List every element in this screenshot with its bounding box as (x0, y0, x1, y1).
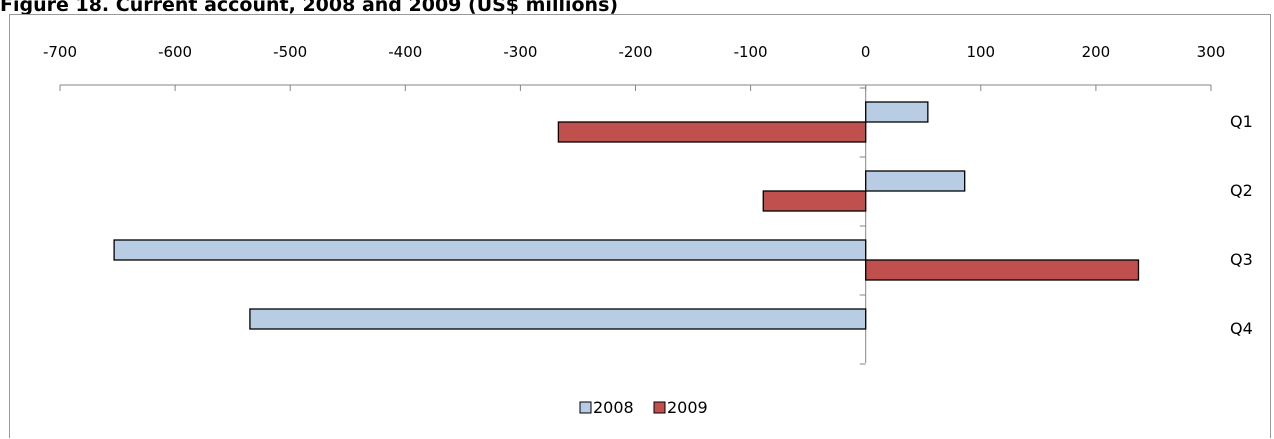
x-tick-label: -400 (388, 43, 422, 61)
bars (113, 101, 1140, 330)
chart-title: Figure 18. Current account, 2008 and 200… (0, 0, 619, 16)
x-tick-label: 300 (1197, 43, 1226, 61)
category-label: Q1 (1230, 112, 1253, 131)
category-label: Q3 (1230, 250, 1253, 269)
x-tick-label: -300 (503, 43, 537, 61)
bar-2008-Q4 (249, 308, 867, 330)
category-label: Q2 (1230, 181, 1253, 200)
x-tick-label: -100 (734, 43, 768, 61)
bar-2008-Q1 (865, 101, 929, 123)
legend-swatch (579, 401, 592, 414)
legend-label: 2008 (593, 398, 634, 417)
x-tick-label: 200 (1082, 43, 1111, 61)
bar-2009-Q2 (762, 190, 867, 212)
x-tick-label: 0 (861, 43, 871, 61)
legend-swatch (653, 401, 666, 414)
x-tick-label: -600 (158, 43, 192, 61)
bar-2009-Q3 (865, 259, 1140, 281)
legend-label: 2009 (667, 398, 708, 417)
x-tick-label: 100 (966, 43, 995, 61)
category-label: Q4 (1230, 319, 1253, 338)
category-labels: Q1 Q2 Q3 Q4 (1230, 112, 1253, 338)
legend: 2008 2009 (579, 398, 708, 417)
x-tick-label: -500 (273, 43, 307, 61)
bar-2008-Q2 (865, 170, 966, 192)
bar-2009-Q1 (557, 121, 867, 143)
x-tick-label: -700 (43, 43, 77, 61)
bar-2008-Q3 (113, 239, 867, 261)
x-tick-label: -200 (618, 43, 652, 61)
x-axis: -700 -600 -500 -400 -300 -200 -100 0 100 200 300 (43, 43, 1226, 365)
